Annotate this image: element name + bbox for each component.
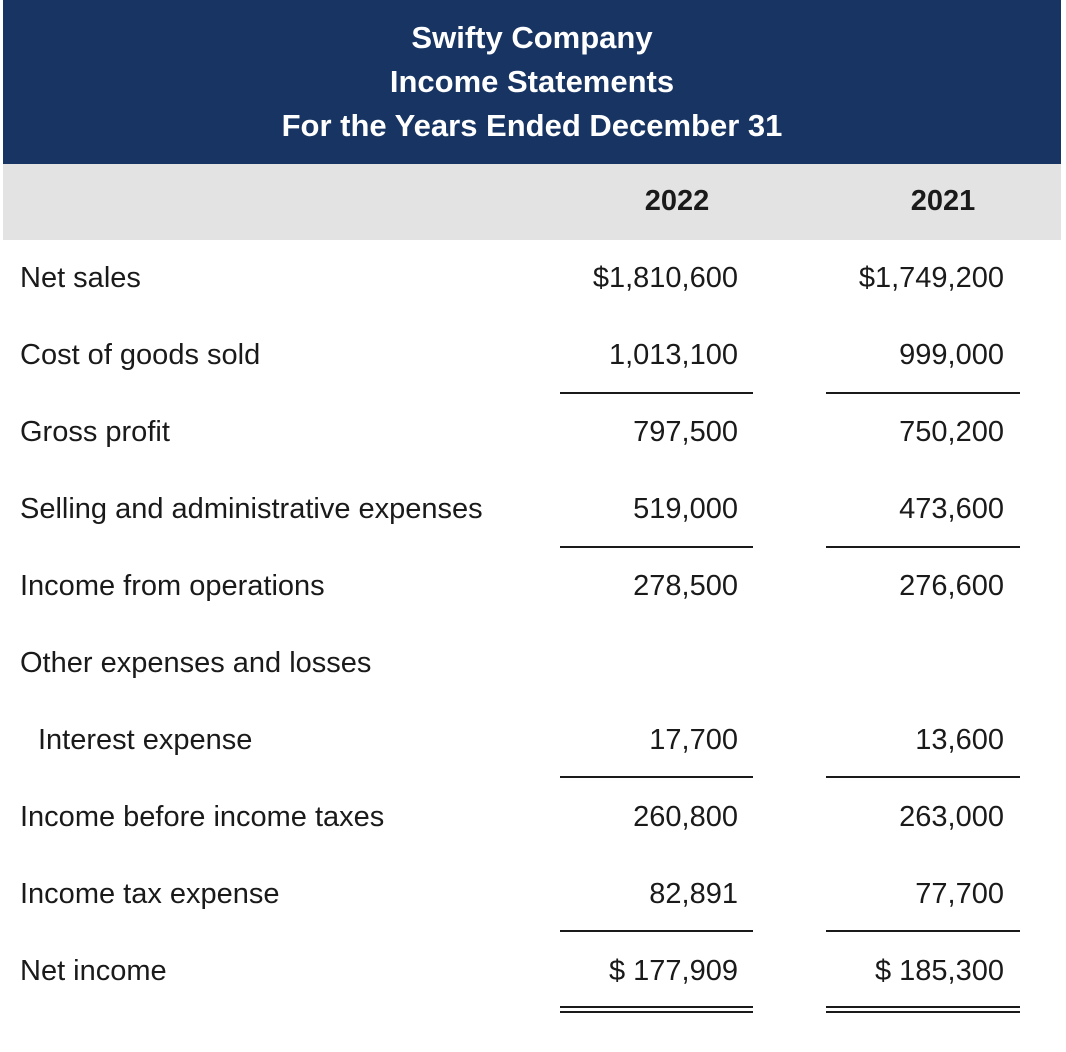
value-2021-selling-admin-expenses: 473,600 <box>899 493 1004 525</box>
company-name: Swifty Company <box>411 20 653 55</box>
value-2022-cost-of-goods-sold: 1,013,100 <box>608 339 738 371</box>
column-header-2021: 2021 <box>910 185 976 217</box>
subtotal-rule-2021 <box>826 392 1020 394</box>
row-label-net-sales: Net sales <box>20 262 141 294</box>
total-double-rule-2021 <box>826 1006 1020 1013</box>
value-2021-gross-profit: 750,200 <box>899 416 1004 448</box>
statement-header: Swifty Company Income Statements For the… <box>3 0 1061 164</box>
subtotal-rule-2022 <box>560 392 753 394</box>
value-2022-net-income: $ 177,909 <box>608 955 738 987</box>
row-label-income-before-taxes: Income before income taxes <box>20 801 385 833</box>
value-2021-interest-expense: 13,600 <box>915 724 1004 756</box>
value-2022-income-before-taxes: 260,800 <box>633 801 738 833</box>
value-2022-income-tax-expense: 82,891 <box>649 878 738 910</box>
row-label-net-income: Net income <box>20 955 167 987</box>
value-2022-net-sales: $1,810,600 <box>592 262 738 294</box>
value-2022-interest-expense: 17,700 <box>649 724 738 756</box>
row-label-interest-expense: Interest expense <box>38 724 253 756</box>
subtotal-rule-2021 <box>826 546 1020 548</box>
statement-title: Income Statements <box>389 64 675 99</box>
value-2021-income-before-taxes: 263,000 <box>899 801 1004 833</box>
row-label-cost-of-goods-sold: Cost of goods sold <box>20 339 261 371</box>
row-label-income-tax-expense: Income tax expense <box>20 878 280 910</box>
value-2022-income-from-operations: 278,500 <box>633 570 738 602</box>
row-label-selling-admin-expenses: Selling and administrative expenses <box>20 493 483 525</box>
column-header-bar <box>3 164 1061 240</box>
subtotal-rule-2021 <box>826 930 1020 932</box>
value-2021-net-income: $ 185,300 <box>874 955 1004 987</box>
subtotal-rule-2022 <box>560 546 753 548</box>
statement-period: For the Years Ended December 31 <box>281 108 783 143</box>
row-label-income-from-operations: Income from operations <box>20 570 325 602</box>
value-2022-gross-profit: 797,500 <box>633 416 738 448</box>
value-2021-income-tax-expense: 77,700 <box>915 878 1004 910</box>
value-2021-net-sales: $1,749,200 <box>858 262 1004 294</box>
value-2021-income-from-operations: 276,600 <box>899 570 1004 602</box>
value-2022-selling-admin-expenses: 519,000 <box>633 493 738 525</box>
value-2021-cost-of-goods-sold: 999,000 <box>899 339 1004 371</box>
column-header-2022: 2022 <box>644 185 710 217</box>
subtotal-rule-2022 <box>560 930 753 932</box>
row-label-other-expenses-and-losses: Other expenses and losses <box>20 647 372 679</box>
row-label-gross-profit: Gross profit <box>20 416 170 448</box>
subtotal-rule-2022 <box>560 776 753 778</box>
total-double-rule-2022 <box>560 1006 753 1013</box>
subtotal-rule-2021 <box>826 776 1020 778</box>
